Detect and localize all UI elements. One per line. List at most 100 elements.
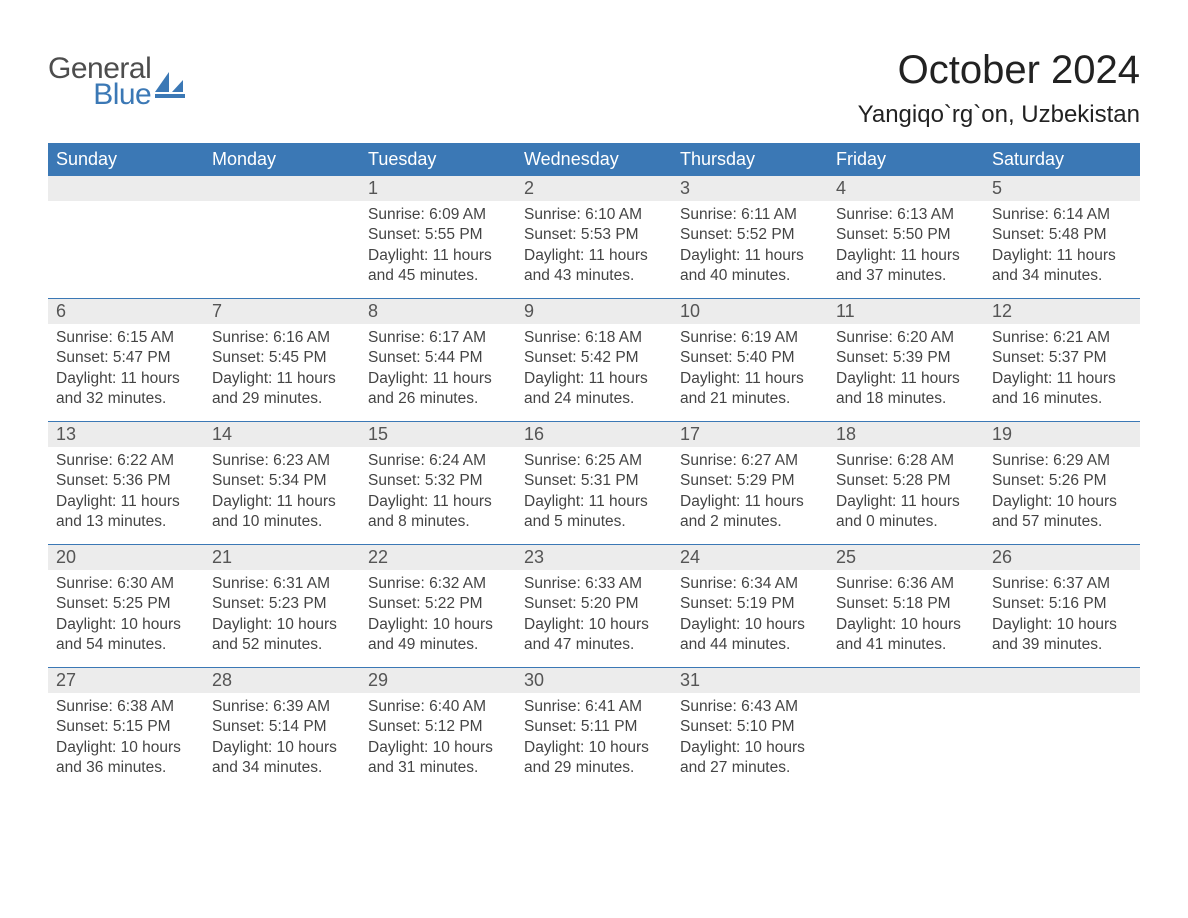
daylight-text: Daylight: 10 hours and 52 minutes.	[212, 615, 352, 656]
day-number: 29	[368, 670, 388, 690]
daylight-text: Daylight: 10 hours and 29 minutes.	[524, 738, 664, 779]
day-cell: 15Sunrise: 6:24 AMSunset: 5:32 PMDayligh…	[360, 422, 516, 544]
day-number: 21	[212, 547, 232, 567]
sunrise-text: Sunrise: 6:15 AM	[56, 328, 196, 348]
day-body: Sunrise: 6:33 AMSunset: 5:20 PMDaylight:…	[516, 570, 672, 656]
daylight-text: Daylight: 11 hours and 40 minutes.	[680, 246, 820, 287]
day-cell: 7Sunrise: 6:16 AMSunset: 5:45 PMDaylight…	[204, 299, 360, 421]
sunset-text: Sunset: 5:34 PM	[212, 471, 352, 491]
sunrise-text: Sunrise: 6:28 AM	[836, 451, 976, 471]
day-body: Sunrise: 6:36 AMSunset: 5:18 PMDaylight:…	[828, 570, 984, 656]
calendar: SundayMondayTuesdayWednesdayThursdayFrid…	[48, 143, 1140, 790]
daylight-text: Daylight: 11 hours and 16 minutes.	[992, 369, 1132, 410]
day-number-row: 27	[48, 668, 204, 693]
day-body: Sunrise: 6:21 AMSunset: 5:37 PMDaylight:…	[984, 324, 1140, 410]
dow-cell: Monday	[204, 143, 360, 176]
sunset-text: Sunset: 5:15 PM	[56, 717, 196, 737]
day-cell: 6Sunrise: 6:15 AMSunset: 5:47 PMDaylight…	[48, 299, 204, 421]
sunset-text: Sunset: 5:44 PM	[368, 348, 508, 368]
day-number-row: 20	[48, 545, 204, 570]
day-number: 5	[992, 178, 1002, 198]
sunset-text: Sunset: 5:10 PM	[680, 717, 820, 737]
sunset-text: Sunset: 5:40 PM	[680, 348, 820, 368]
day-number: 23	[524, 547, 544, 567]
day-body: Sunrise: 6:31 AMSunset: 5:23 PMDaylight:…	[204, 570, 360, 656]
daylight-text: Daylight: 11 hours and 8 minutes.	[368, 492, 508, 533]
day-body: Sunrise: 6:15 AMSunset: 5:47 PMDaylight:…	[48, 324, 204, 410]
day-number: 8	[368, 301, 378, 321]
day-body: Sunrise: 6:34 AMSunset: 5:19 PMDaylight:…	[672, 570, 828, 656]
day-number-row: 31	[672, 668, 828, 693]
week-row: 13Sunrise: 6:22 AMSunset: 5:36 PMDayligh…	[48, 421, 1140, 544]
day-number: 25	[836, 547, 856, 567]
day-number-row: 3	[672, 176, 828, 201]
day-cell: 17Sunrise: 6:27 AMSunset: 5:29 PMDayligh…	[672, 422, 828, 544]
day-cell: 21 Sunrise: 6:31 AMSunset: 5:23 PMDayligh…	[204, 545, 360, 667]
sunrise-text: Sunrise: 6:11 AM	[680, 205, 820, 225]
day-number: 15	[368, 424, 388, 444]
day-number-row: 19	[984, 422, 1140, 447]
day-number: 27	[56, 670, 76, 690]
day-body: Sunrise: 6:23 AMSunset: 5:34 PMDaylight:…	[204, 447, 360, 533]
sunrise-text: Sunrise: 6:41 AM	[524, 697, 664, 717]
sunset-text: Sunset: 5:18 PM	[836, 594, 976, 614]
day-number: 17	[680, 424, 700, 444]
day-cell: 4Sunrise: 6:13 AMSunset: 5:50 PMDaylight…	[828, 176, 984, 298]
day-number-row: 2	[516, 176, 672, 201]
day-cell: 26Sunrise: 6:37 AMSunset: 5:16 PMDayligh…	[984, 545, 1140, 667]
sunrise-text: Sunrise: 6:32 AM	[368, 574, 508, 594]
daylight-text: Daylight: 11 hours and 29 minutes.	[212, 369, 352, 410]
day-number: 12	[992, 301, 1012, 321]
day-body: Sunrise: 6:22 AMSunset: 5:36 PMDaylight:…	[48, 447, 204, 533]
sunset-text: Sunset: 5:31 PM	[524, 471, 664, 491]
day-cell: 14 Sunrise: 6:23 AMSunset: 5:34 PMDayligh…	[204, 422, 360, 544]
day-number: 31	[680, 670, 700, 690]
daylight-text: Daylight: 11 hours and 0 minutes.	[836, 492, 976, 533]
sunset-text: Sunset: 5:55 PM	[368, 225, 508, 245]
daylight-text: Daylight: 10 hours and 49 minutes.	[368, 615, 508, 656]
day-body: Sunrise: 6:17 AMSunset: 5:44 PMDaylight:…	[360, 324, 516, 410]
sunrise-text: Sunrise: 6:34 AM	[680, 574, 820, 594]
daylight-text: Daylight: 11 hours and 24 minutes.	[524, 369, 664, 410]
sunrise-text: Sunrise: 6:22 AM	[56, 451, 196, 471]
sunset-text: Sunset: 5:29 PM	[680, 471, 820, 491]
day-number: 14	[212, 424, 232, 444]
day-number: 11	[836, 301, 855, 321]
day-body: Sunrise: 6:10 AMSunset: 5:53 PMDaylight:…	[516, 201, 672, 287]
sunrise-text: Sunrise: 6:43 AM	[680, 697, 820, 717]
sunrise-text: Sunrise: 6:24 AM	[368, 451, 508, 471]
day-number-row: 22	[360, 545, 516, 570]
daylight-text: Daylight: 10 hours and 36 minutes.	[56, 738, 196, 779]
day-cell-empty: .	[48, 176, 204, 298]
sunset-text: Sunset: 5:22 PM	[368, 594, 508, 614]
daylight-text: Daylight: 11 hours and 13 minutes.	[56, 492, 196, 533]
sunrise-text: Sunrise: 6:33 AM	[524, 574, 664, 594]
day-number-row: .	[204, 176, 360, 201]
day-number-row: 1	[360, 176, 516, 201]
sunrise-text: Sunrise: 6:31 AM	[212, 574, 352, 594]
day-number: 28	[212, 670, 232, 690]
day-number: 4	[836, 178, 846, 198]
day-cell: 30Sunrise: 6:41 AMSunset: 5:11 PMDayligh…	[516, 668, 672, 790]
day-body: Sunrise: 6:14 AMSunset: 5:48 PMDaylight:…	[984, 201, 1140, 287]
sunset-text: Sunset: 5:47 PM	[56, 348, 196, 368]
daylight-text: Daylight: 10 hours and 44 minutes.	[680, 615, 820, 656]
header: General Blue October 2024 Yangiqo`rg`on,…	[48, 48, 1140, 129]
sunset-text: Sunset: 5:36 PM	[56, 471, 196, 491]
day-cell: 13Sunrise: 6:22 AMSunset: 5:36 PMDayligh…	[48, 422, 204, 544]
day-cell-empty: .	[828, 668, 984, 790]
sunset-text: Sunset: 5:45 PM	[212, 348, 352, 368]
sunset-text: Sunset: 5:39 PM	[836, 348, 976, 368]
day-body: Sunrise: 6:20 AMSunset: 5:39 PMDaylight:…	[828, 324, 984, 410]
sunset-text: Sunset: 5:42 PM	[524, 348, 664, 368]
day-number: 9	[524, 301, 534, 321]
sunrise-text: Sunrise: 6:09 AM	[368, 205, 508, 225]
sunset-text: Sunset: 5:26 PM	[992, 471, 1132, 491]
daylight-text: Daylight: 10 hours and 41 minutes.	[836, 615, 976, 656]
day-cell: 10Sunrise: 6:19 AMSunset: 5:40 PMDayligh…	[672, 299, 828, 421]
day-number-row: 11	[828, 299, 984, 324]
day-cell-empty: .	[204, 176, 360, 298]
day-number-row: 15	[360, 422, 516, 447]
daylight-text: Daylight: 11 hours and 37 minutes.	[836, 246, 976, 287]
day-cell: 9Sunrise: 6:18 AMSunset: 5:42 PMDaylight…	[516, 299, 672, 421]
